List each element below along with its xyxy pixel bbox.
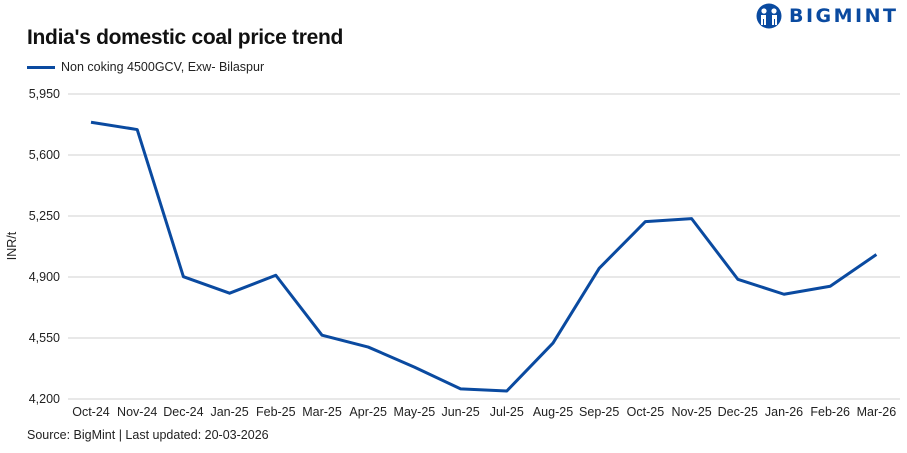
x-tick-label: Apr-25 xyxy=(349,405,387,419)
x-tick-label: Feb-26 xyxy=(810,405,850,419)
x-tick-label: Dec-24 xyxy=(163,405,203,419)
x-tick-label: Mar-26 xyxy=(857,405,897,419)
x-tick-label: Jan-26 xyxy=(765,405,803,419)
y-tick-label: 5,600 xyxy=(29,148,60,162)
x-tick-label: Nov-24 xyxy=(117,405,157,419)
x-tick-label: May-25 xyxy=(394,405,436,419)
x-tick-label: Jun-25 xyxy=(441,405,479,419)
y-tick-label: 4,200 xyxy=(29,392,60,406)
chart-title: India's domestic coal price trend xyxy=(27,26,344,49)
legend-swatch xyxy=(27,65,55,69)
logo-icon xyxy=(756,3,782,29)
legend: Non coking 4500GCV, Exw- Bilaspur xyxy=(27,60,264,74)
legend-label: Non coking 4500GCV, Exw- Bilaspur xyxy=(61,60,265,74)
series-line xyxy=(90,120,878,393)
x-tick-label: Oct-24 xyxy=(72,405,110,419)
x-tick-label: Mar-25 xyxy=(302,405,342,419)
y-tick-label: 4,900 xyxy=(29,270,60,284)
y-tick-label: 5,250 xyxy=(29,209,60,223)
bigmint-logo: BIGMINT xyxy=(756,3,899,29)
x-tick-label: Oct-25 xyxy=(627,405,665,419)
x-tick-label: Nov-25 xyxy=(671,405,711,419)
x-tick-label: Jul-25 xyxy=(490,405,524,419)
x-tick-label: Feb-25 xyxy=(256,405,296,419)
logo-text: BIGMINT xyxy=(789,5,899,27)
x-tick-label: Sep-25 xyxy=(579,405,619,419)
y-axis-label: INR/t xyxy=(5,231,19,260)
x-tick-label: Jan-25 xyxy=(210,405,248,419)
y-tick-label: 4,550 xyxy=(29,331,60,345)
x-tick-label: Dec-25 xyxy=(718,405,758,419)
y-tick-label: 5,950 xyxy=(29,87,60,101)
x-tick-label: Aug-25 xyxy=(533,405,573,419)
source-note: Source: BigMint | Last updated: 20-03-20… xyxy=(27,428,269,442)
